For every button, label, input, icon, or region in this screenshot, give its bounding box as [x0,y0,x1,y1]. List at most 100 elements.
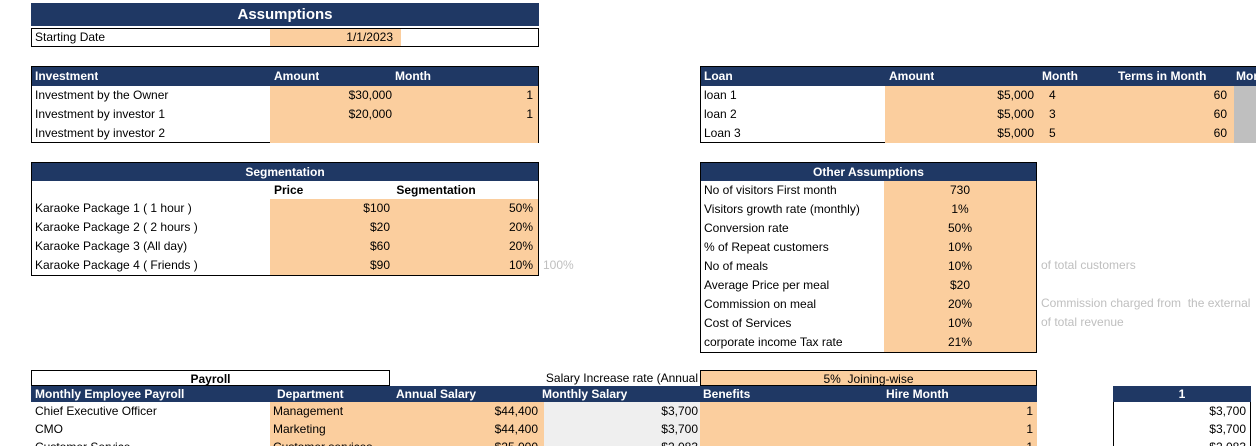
assumption-label: No of meals [704,259,769,273]
loan-row-label: loan 1 [704,88,737,102]
payroll-hire-month-cell[interactable]: 1 [700,402,1037,420]
payroll-monthly-cell: $2,083 [544,438,700,446]
loan-header-row: Loan Amount Month Terms in Month Month [701,67,1256,86]
assumption-note: of total revenue [1041,315,1124,329]
loan-gray-cell[interactable] [1234,124,1256,143]
investment-month-cell[interactable] [393,124,537,143]
assumption-value-cell[interactable]: 20% [884,295,1036,314]
loan-gray-cell[interactable] [1234,86,1256,105]
loan-header-terms: Terms in Month [1118,69,1207,83]
payroll-header-monthly: Monthly Salary [542,387,628,401]
payroll-header-department: Department [277,387,344,401]
loan-month-cell[interactable]: 5 [1049,124,1079,143]
segmentation-price-cell[interactable]: $60 [270,237,392,256]
other-assumptions-table: Other Assumptions No of visitors First m… [700,162,1037,353]
loan-header-title: Loan [704,69,733,83]
investment-header-title: Investment [35,69,99,83]
assumption-value-cell[interactable]: 50% [884,219,1036,238]
investment-header-month: Month [395,69,431,83]
loan-terms-cell[interactable]: 60 [1118,86,1227,105]
loan-header-month2: Month [1236,69,1256,83]
investment-header-amount: Amount [274,69,320,83]
segmentation-total-note: 100% [543,258,574,272]
segmentation-col-segmentation: Segmentation [396,183,476,197]
assumption-value-cell[interactable]: 10% [884,238,1036,257]
assumption-note: of total customers [1041,258,1136,272]
assumption-label: No of visitors First month [704,183,837,197]
starting-date-value-cell[interactable]: 1/1/2023 [270,29,401,46]
segmentation-price-cell[interactable]: $90 [270,256,392,275]
assumption-value-cell[interactable]: 730 [884,181,1036,200]
investment-amount-cell[interactable]: $20,000 [270,105,396,124]
segmentation-col-price: Price [274,183,304,197]
loan-amount-cell[interactable]: $5,000 [885,124,1036,143]
payroll-department-cell[interactable]: Customer services [270,438,393,446]
segmentation-row-label: Karaoke Package 3 (All day) [35,239,188,253]
loan-terms-cell[interactable]: 60 [1118,105,1227,124]
payroll-name: Chief Executive Officer [35,404,157,418]
investment-row-label: Investment by investor 1 [35,107,166,121]
payroll-monthly-cell: $3,700 [544,420,700,438]
loan-header-amount: Amount [889,69,935,83]
payroll-header-name: Monthly Employee Payroll [35,387,185,401]
loan-gray-cell[interactable] [1234,105,1256,124]
segmentation-row-label: Karaoke Package 2 ( 2 hours ) [35,220,198,234]
assumption-note: Commission charged from the external [1041,296,1251,310]
payroll-hire-month-cell[interactable]: 1 [700,438,1037,446]
loan-terms-cell[interactable]: 60 [1118,124,1227,143]
payroll-header-hire-month: Hire Month [886,387,949,401]
investment-amount-cell[interactable] [270,124,396,143]
loan-amount-cell[interactable]: $5,000 [885,105,1036,124]
investment-header-row: Investment Amount Month [32,67,538,86]
investment-amount-cell[interactable]: $30,000 [270,86,396,105]
investment-row-label: Investment by the Owner [35,88,169,102]
payroll-month1-header: 1 [1113,386,1251,402]
payroll-annual-cell[interactable]: $25,000 [390,438,544,446]
payroll-name: CMO [35,422,63,436]
segmentation-table: Segmentation Price Segmentation Karaoke … [31,162,539,276]
salary-increase-label: Salary Increase rate (Annual [545,371,698,385]
payroll-annual-cell[interactable]: $44,400 [390,402,544,420]
starting-date-row: Starting Date 1/1/2023 [31,28,539,47]
segmentation-row-label: Karaoke Package 1 ( 1 hour ) [35,201,192,215]
payroll-title-cell: Payroll [31,370,390,386]
segmentation-share-cell[interactable]: 20% [393,237,537,256]
loan-amount-cell[interactable]: $5,000 [885,86,1036,105]
payroll-department-cell[interactable]: Marketing [270,420,393,438]
loan-month-cell[interactable]: 4 [1049,86,1079,105]
assumption-value-cell[interactable]: 21% [884,333,1036,352]
other-assumptions-header: Other Assumptions [701,163,1036,181]
segmentation-share-cell[interactable]: 50% [393,199,537,218]
loan-table: Loan Amount Month Terms in Month Month l… [700,66,1256,143]
payroll-name: Customer Service [35,438,265,446]
assumption-value-cell[interactable]: 1% [884,200,1036,219]
loan-row-label: loan 2 [704,107,737,121]
loan-month-cell[interactable]: 3 [1049,105,1079,124]
assumption-label: Visitors growth rate (monthly) [704,202,860,216]
segmentation-price-cell[interactable]: $20 [270,218,392,237]
payroll-month1-cell: $2,083 [1113,438,1251,446]
assumption-value-cell[interactable]: 10% [884,314,1036,333]
segmentation-share-cell[interactable]: 10% [393,256,537,275]
assumption-label: Conversion rate [704,221,789,235]
payroll-header-benefits: Benefits [703,387,751,401]
assumption-label: Average Price per meal [704,278,830,292]
segmentation-price-cell[interactable]: $100 [270,199,392,218]
payroll-hire-month-cell[interactable]: 1 [700,420,1037,438]
payroll-department-cell[interactable]: Management [270,402,393,420]
assumption-value-cell[interactable]: $20 [884,276,1036,295]
assumptions-banner: Assumptions [31,3,539,26]
assumption-label: corporate income Tax rate [704,335,843,349]
payroll-annual-cell[interactable]: $44,400 [390,420,544,438]
assumption-label: Commission on meal [704,297,817,311]
assumption-value-cell[interactable]: 10% [884,257,1036,276]
payroll-monthly-cell: $3,700 [544,402,700,420]
salary-increase-value-cell[interactable]: 5% Joining-wise [700,370,1037,386]
investment-month-cell[interactable]: 1 [393,86,537,105]
loan-header-month: Month [1042,69,1078,83]
investment-month-cell[interactable]: 1 [393,105,537,124]
loan-row-label: Loan 3 [704,126,741,140]
payroll-month1-cell: $3,700 [1113,402,1251,420]
segmentation-share-cell[interactable]: 20% [393,218,537,237]
